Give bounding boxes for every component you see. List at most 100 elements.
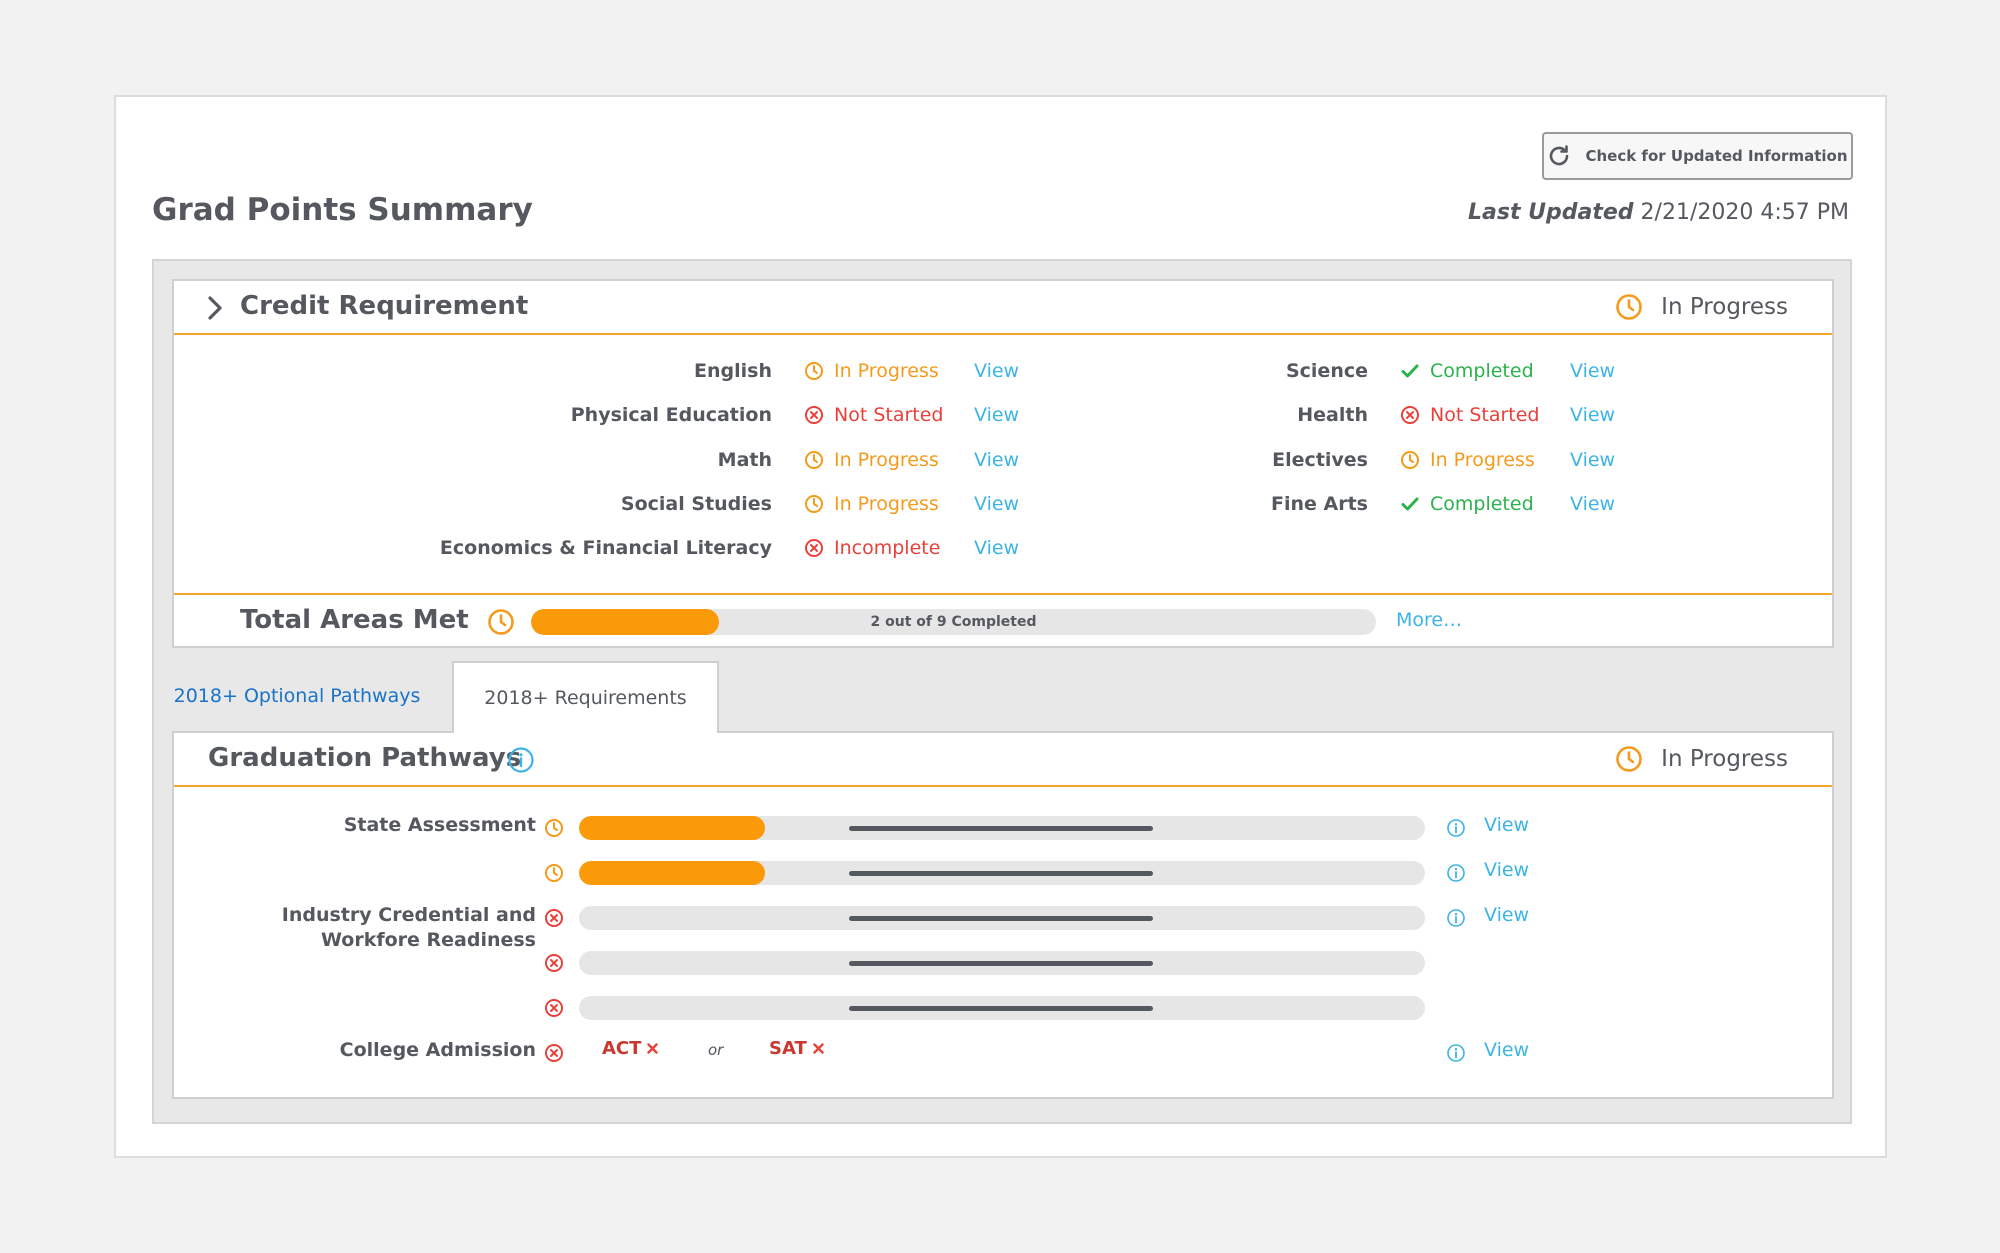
check-icon [1401, 497, 1419, 511]
pathway-view-link[interactable]: View [1484, 904, 1530, 926]
credit-row-science: Science Completed View [174, 356, 1836, 386]
pathway-placeholder-line [849, 871, 1153, 876]
credit-status-value: In Progress [804, 449, 939, 471]
credit-label: English [694, 360, 772, 382]
graduation-pathways-header: Graduation Pathways In Progress [174, 733, 1832, 787]
graduation-pathways-panel: Graduation Pathways In Progress State As… [172, 731, 1834, 1099]
pathway-progress-bar [579, 951, 1425, 975]
tab-requirements[interactable]: 2018+ Requirements [452, 661, 719, 733]
credit-requirement-title: Credit Requirement [240, 291, 529, 321]
total-progress-text: 2 out of 9 Completed [870, 614, 1037, 630]
credit-status-text: Completed [1430, 360, 1534, 382]
credit-view-link[interactable]: View [974, 449, 1020, 471]
credit-status-value: Not Started [1400, 404, 1540, 426]
credit-requirement-header[interactable]: Credit Requirement In Progress [174, 281, 1832, 335]
credit-row-social-studies: Social Studies In Progress View [174, 489, 1836, 519]
credit-status-value: Not Started [804, 404, 944, 426]
info-icon[interactable] [1446, 818, 1466, 838]
pathway-view-link[interactable]: View [1484, 1039, 1530, 1061]
info-icon[interactable] [1446, 908, 1466, 928]
credit-row-english: English In Progress View [174, 356, 1836, 386]
credit-view-link[interactable]: View [974, 493, 1020, 515]
pathway-progress-bar [579, 996, 1425, 1020]
pathways-status-label: In Progress [1661, 746, 1788, 772]
last-updated-value: 2/21/2020 4:57 PM [1640, 200, 1849, 225]
info-icon[interactable] [1446, 863, 1466, 883]
credit-status-value: In Progress [804, 360, 939, 382]
college-admission-label: College Admission [339, 1039, 536, 1061]
credit-view-link[interactable]: View [974, 404, 1020, 426]
credit-label: Science [1285, 360, 1368, 382]
credit-status-text: Incomplete [834, 537, 941, 559]
more-link[interactable]: More… [1396, 609, 1463, 631]
check-updated-info-button[interactable]: Check for Updated Information [1542, 132, 1853, 180]
credit-label: Physical Education [570, 404, 772, 426]
or-separator: or [708, 1041, 724, 1059]
x-circle-icon [545, 999, 563, 1017]
pathway-placeholder-line [849, 916, 1153, 921]
chevron-right-icon[interactable] [204, 295, 226, 321]
total-areas-met-label: Total Areas Met [240, 605, 469, 635]
credit-label: Social Studies [620, 493, 772, 515]
clock-icon [545, 819, 563, 837]
total-areas-met-row: Total Areas Met 2 out of 9 Completed Mor… [174, 593, 1832, 648]
industry-credential-label: Industry Credential and Workfore Readine… [282, 903, 536, 953]
state-assessment-label: State Assessment [343, 814, 536, 836]
clock-icon [1401, 451, 1419, 469]
clock-icon [488, 609, 514, 635]
pathway-progress-fill [579, 861, 766, 885]
credit-row-health: Health Not Started View [174, 400, 1836, 430]
clock-icon [1616, 746, 1642, 772]
credit-status-value: In Progress [804, 493, 939, 515]
credit-status-text: In Progress [834, 449, 939, 471]
credit-view-link[interactable]: View [974, 360, 1020, 382]
credit-status-value: Completed [1400, 493, 1534, 515]
clock-icon [545, 864, 563, 882]
sat-label: SAT [769, 1038, 807, 1059]
pathway-placeholder-line [849, 1006, 1153, 1011]
pathway-view-link[interactable]: View [1484, 859, 1530, 881]
info-icon[interactable] [1446, 1043, 1466, 1063]
credit-view-link[interactable]: View [974, 537, 1020, 559]
tab-optional-pathways[interactable]: 2018+ Optional Pathways [173, 685, 421, 707]
credit-status-value: Incomplete [804, 537, 940, 559]
clock-icon [805, 495, 823, 513]
pathways-status: In Progress [1615, 745, 1788, 773]
pathway-progress-bar [579, 816, 1425, 840]
clock-icon [805, 362, 823, 380]
x-circle-icon [545, 1044, 563, 1062]
credit-status-text: Completed [1430, 493, 1534, 515]
credit-status-text: In Progress [834, 493, 939, 515]
industry-credential-line1: Industry Credential and [281, 904, 536, 926]
credit-view-link[interactable]: View [1570, 360, 1616, 382]
credit-status-text: Not Started [834, 404, 944, 426]
pathway-view-link[interactable]: View [1484, 814, 1530, 836]
page-title: Grad Points Summary [152, 192, 533, 228]
summary-area: Credit Requirement In Progress English I… [152, 259, 1852, 1124]
x-mark-icon [647, 1043, 659, 1054]
pathway-progress-fill [579, 816, 766, 840]
sat-status: SAT [769, 1038, 824, 1059]
credit-view-link[interactable]: View [1570, 449, 1616, 471]
check-icon [1401, 364, 1419, 378]
credit-row-math: Math In Progress View [174, 445, 1836, 475]
credit-status-text: Not Started [1430, 404, 1540, 426]
industry-credential-line2: Workfore Readiness [320, 929, 536, 951]
pathway-progress-bar [579, 906, 1425, 930]
x-circle-icon [545, 954, 563, 972]
x-circle-icon [1401, 406, 1419, 424]
last-updated-label: Last Updated [1468, 200, 1634, 225]
credit-view-link[interactable]: View [1570, 493, 1616, 515]
x-circle-icon [545, 909, 563, 927]
credit-row-electives: Electives In Progress View [174, 445, 1836, 475]
credit-status-value: Completed [1400, 360, 1534, 382]
credit-status-text: In Progress [1430, 449, 1535, 471]
act-status: ACT [602, 1038, 659, 1059]
pathway-placeholder-line [849, 961, 1153, 966]
credit-view-link[interactable]: View [1570, 404, 1616, 426]
info-icon[interactable] [507, 746, 535, 774]
credit-row-economics: Economics & Financial Literacy Incomplet… [174, 533, 1836, 563]
act-label: ACT [602, 1038, 642, 1059]
check-updated-info-label: Check for Updated Information [1585, 147, 1848, 165]
refresh-icon [1550, 145, 1569, 166]
